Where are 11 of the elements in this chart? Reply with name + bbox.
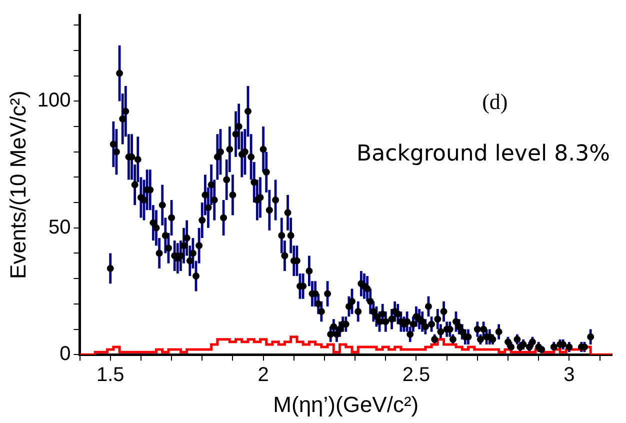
x-tick-label: 3 [564,364,575,386]
y-tick-label: 100 [37,90,71,112]
annotation: Background level 8.3% [356,142,610,167]
y-axis-title: Events/(10 MeV/c²) [5,90,30,279]
y-tick-label: 0 [60,343,71,366]
x-tick-label: 2 [258,364,269,386]
y-tick-label: 50 [48,216,71,238]
x-tick-label: 2.5 [402,364,430,386]
annotation: (d) [482,88,508,114]
x-axis-title: M(ηη’)(GeV/c²) [273,392,419,417]
x-tick-label: 1.5 [96,364,124,386]
